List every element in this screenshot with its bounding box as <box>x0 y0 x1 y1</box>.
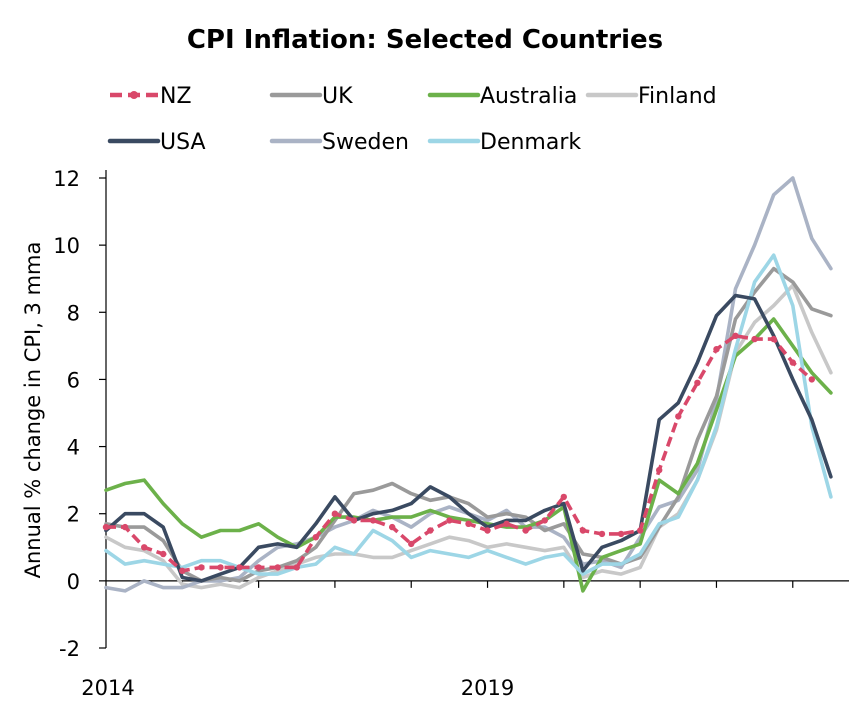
y-tick-label: 8 <box>67 301 80 325</box>
chart-title: CPI Inflation: Selected Countries <box>187 25 663 55</box>
data-point <box>560 493 567 501</box>
data-point <box>770 335 777 343</box>
series-denmark <box>104 253 833 576</box>
y-tick-label: 12 <box>53 167 80 191</box>
data-point <box>694 379 701 386</box>
y-tick-label: -2 <box>59 637 80 661</box>
series-nz <box>102 332 815 574</box>
data-point <box>598 530 606 538</box>
data-point <box>637 527 644 534</box>
data-point <box>350 517 358 524</box>
y-tick-label: 10 <box>53 234 80 258</box>
data-point <box>369 517 377 524</box>
data-point <box>179 567 186 574</box>
data-point <box>408 540 415 548</box>
data-point <box>465 520 472 527</box>
x-tick-label: 2019 <box>461 676 514 700</box>
data-point <box>675 413 682 420</box>
data-point <box>160 550 167 558</box>
data-point <box>656 466 663 474</box>
x-tick-label: 2014 <box>81 676 134 700</box>
series-line-sweden <box>104 176 833 593</box>
data-point <box>331 510 339 517</box>
data-point <box>427 527 434 534</box>
legend-label: Australia <box>480 84 577 109</box>
data-point <box>732 332 739 339</box>
series-finland <box>104 283 833 590</box>
y-tick-label: 2 <box>67 503 80 527</box>
series-line-australia <box>104 317 833 593</box>
legend-marker <box>130 91 138 99</box>
legend-item-finland: Finland <box>585 84 717 109</box>
data-point <box>255 564 262 571</box>
legend-label: Finland <box>638 84 717 109</box>
data-point <box>446 517 453 524</box>
data-point <box>541 517 548 524</box>
series-uk <box>104 266 833 583</box>
series-line-nz <box>106 333 813 573</box>
legend-item-sweden: Sweden <box>269 130 409 155</box>
legend-label: USA <box>160 130 206 155</box>
data-point <box>503 520 510 527</box>
data-point <box>141 544 148 551</box>
data-point <box>579 527 587 534</box>
series-australia <box>104 317 833 593</box>
data-point <box>617 530 625 538</box>
series-line-finland <box>104 283 833 590</box>
data-point <box>236 564 243 571</box>
data-point <box>789 359 796 366</box>
data-point <box>121 523 129 531</box>
legend-item-australia: Australia <box>427 84 577 109</box>
data-point <box>102 523 110 531</box>
legend-item-usa: USA <box>107 130 206 155</box>
data-point <box>293 564 300 571</box>
y-tick-label: 6 <box>67 368 80 392</box>
data-point <box>522 527 529 534</box>
data-point <box>389 523 396 531</box>
series-line-uk <box>104 266 833 583</box>
data-point <box>751 335 758 343</box>
data-point <box>808 376 815 383</box>
series-usa <box>104 293 833 583</box>
y-tick-label: 0 <box>67 570 80 594</box>
series-line-denmark <box>104 253 833 576</box>
legend-label: NZ <box>160 84 192 109</box>
legend: NZ UK Australia Finland USA Sweden Denmark <box>107 84 717 155</box>
y-axis-title: Annual % change in CPI, 3 mma <box>21 242 45 579</box>
legend-label: UK <box>322 84 353 109</box>
data-point <box>198 564 205 571</box>
data-point <box>484 527 491 534</box>
data-point <box>312 534 319 541</box>
legend-label: Sweden <box>322 130 409 155</box>
legend-item-nz: NZ <box>110 84 192 109</box>
series-line-usa <box>104 293 833 583</box>
data-point <box>274 564 281 571</box>
legend-label: Denmark <box>480 130 581 155</box>
series-lines <box>102 176 833 593</box>
legend-item-denmark: Denmark <box>427 130 581 155</box>
legend-item-uk: UK <box>269 84 353 109</box>
y-tick-label: 4 <box>67 436 80 460</box>
data-point <box>713 346 720 353</box>
axes: -2 0 2 4 6 8 10 12 2014 2019 <box>53 167 849 700</box>
data-point <box>217 564 224 571</box>
series-sweden <box>104 176 833 593</box>
